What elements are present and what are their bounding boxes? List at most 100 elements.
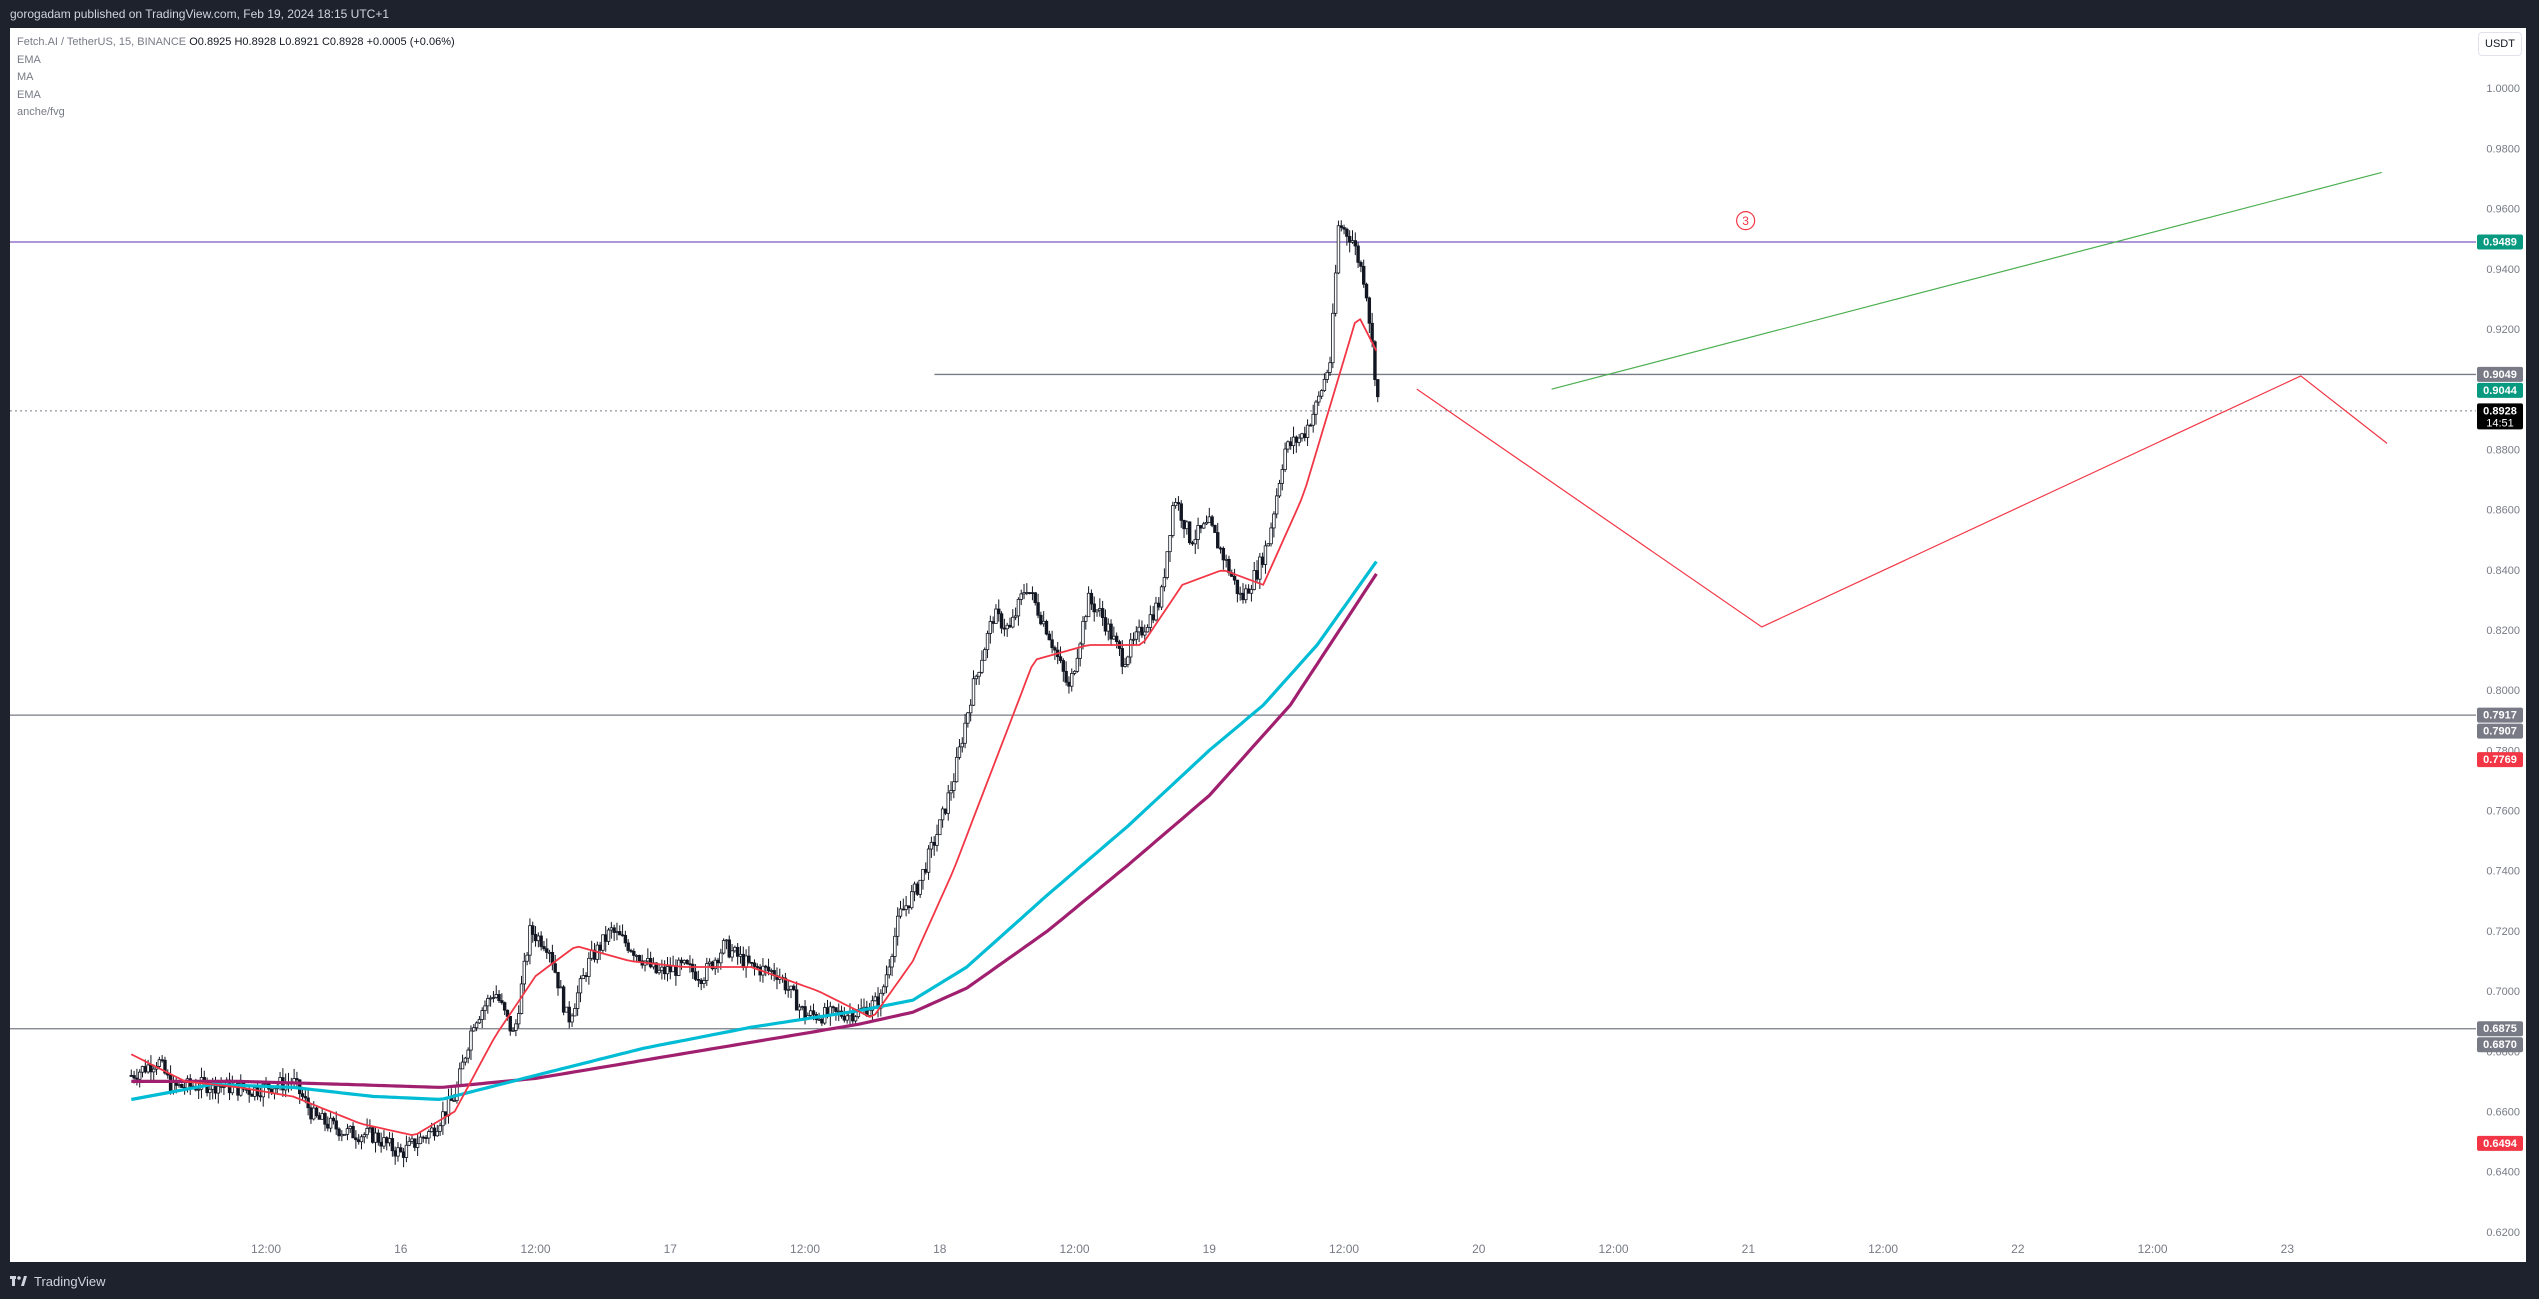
candle-body bbox=[337, 1128, 341, 1137]
candle-body bbox=[547, 951, 552, 954]
candle-body bbox=[1114, 635, 1119, 643]
candle-body bbox=[1162, 577, 1167, 588]
x-tick-label: 19 bbox=[1203, 1242, 1217, 1256]
candle-body bbox=[418, 1136, 423, 1145]
candle-body bbox=[264, 1083, 268, 1086]
candle-body bbox=[985, 633, 990, 651]
candle-body bbox=[660, 966, 664, 971]
candle-body bbox=[1140, 626, 1144, 636]
candle-body bbox=[1109, 623, 1113, 640]
candle-body bbox=[1168, 535, 1172, 553]
price-badge-label: 0.9489 bbox=[2483, 236, 2517, 248]
indicator-ma[interactable]: MA bbox=[17, 71, 34, 83]
candle-body bbox=[1252, 570, 1256, 590]
candle-body bbox=[545, 948, 549, 953]
candle-body bbox=[480, 1010, 484, 1020]
candle-body bbox=[662, 966, 667, 975]
candle-body bbox=[354, 1137, 358, 1141]
candle-body bbox=[351, 1125, 355, 1139]
indicator-ema-1[interactable]: EMA bbox=[17, 53, 41, 66]
candle-body bbox=[1185, 521, 1189, 530]
candle-body bbox=[143, 1066, 148, 1073]
candle-body bbox=[1143, 631, 1147, 636]
x-tick-label: 12:00 bbox=[1329, 1242, 1359, 1256]
candle-body bbox=[1081, 620, 1085, 645]
candle-body bbox=[1100, 608, 1105, 618]
candle-body bbox=[146, 1064, 150, 1073]
candle-body bbox=[303, 1096, 308, 1099]
candle-body bbox=[429, 1127, 434, 1132]
candle-body bbox=[1272, 513, 1276, 529]
footer-brand[interactable]: TradingView bbox=[10, 1274, 106, 1289]
candle-body bbox=[997, 608, 1001, 615]
candle-body bbox=[1342, 227, 1346, 230]
y-tick-label: 0.8400 bbox=[2486, 565, 2520, 577]
candle-body bbox=[1070, 673, 1074, 687]
candle-body bbox=[157, 1059, 162, 1067]
candle-body bbox=[803, 1006, 807, 1020]
candle-body bbox=[326, 1123, 330, 1129]
candle-body bbox=[1129, 639, 1133, 658]
candle-body bbox=[1266, 543, 1270, 547]
candle-body bbox=[258, 1095, 263, 1098]
candle-body bbox=[216, 1085, 221, 1094]
candle-body bbox=[1064, 670, 1068, 683]
candle-body bbox=[1221, 547, 1226, 561]
currency-button[interactable]: USDT bbox=[2478, 32, 2522, 56]
candle-body bbox=[1213, 524, 1217, 533]
candle-body bbox=[488, 997, 493, 1000]
candle-body bbox=[615, 931, 619, 933]
chart-panel[interactable] bbox=[10, 28, 2526, 1262]
x-tick-label: 16 bbox=[394, 1242, 408, 1256]
candle-body bbox=[794, 989, 799, 1011]
y-tick-label: 0.9800 bbox=[2486, 143, 2520, 155]
candle-body bbox=[132, 1075, 136, 1079]
tradingview-logo-icon bbox=[10, 1276, 27, 1286]
candle-body bbox=[685, 959, 689, 965]
candle-body bbox=[138, 1071, 142, 1080]
candle-body bbox=[977, 671, 981, 677]
candle-body bbox=[1095, 609, 1099, 613]
candle-body bbox=[1277, 482, 1282, 497]
candle-body bbox=[954, 756, 959, 783]
candle-body bbox=[929, 841, 934, 850]
candle-body bbox=[735, 946, 740, 957]
candle-body bbox=[1322, 378, 1327, 391]
candle-body bbox=[1333, 272, 1338, 314]
indicator-ema-2[interactable]: EMA bbox=[17, 88, 41, 101]
legend-symbol-row: Fetch.AI / TetherUS, 15, BINANCE O0.8925… bbox=[17, 34, 455, 52]
candle-body bbox=[966, 712, 970, 724]
candle-body bbox=[356, 1139, 361, 1143]
candle-body bbox=[463, 1057, 468, 1063]
candle-body bbox=[1039, 614, 1043, 625]
candle-body bbox=[421, 1136, 425, 1139]
candle-body bbox=[570, 1015, 574, 1023]
indicator-fvg[interactable]: anche/fvg bbox=[17, 106, 65, 118]
y-tick-label: 0.8200 bbox=[2486, 625, 2520, 637]
candle-body bbox=[1362, 265, 1366, 285]
candle-body bbox=[867, 1009, 872, 1017]
candle-body bbox=[1347, 235, 1352, 243]
candle-body bbox=[345, 1128, 350, 1135]
price-badge bbox=[2477, 366, 2523, 382]
candle-body bbox=[474, 1022, 479, 1029]
candle-body bbox=[707, 961, 712, 965]
price-badge bbox=[2477, 723, 2523, 739]
x-tick-label: 12:00 bbox=[1868, 1242, 1898, 1256]
candle-body bbox=[581, 975, 585, 980]
projection-red-path bbox=[1416, 375, 2388, 628]
symbol-label[interactable]: Fetch.AI / TetherUS, 15, BINANCE bbox=[17, 36, 187, 48]
candle-body bbox=[514, 1023, 518, 1031]
candle-body bbox=[1196, 525, 1200, 540]
candle-body bbox=[1314, 401, 1318, 415]
candle-body bbox=[750, 961, 754, 964]
candle-body bbox=[671, 965, 675, 973]
candle-body bbox=[410, 1138, 414, 1142]
candle-body bbox=[542, 946, 546, 950]
candle-body bbox=[620, 934, 625, 937]
candle-body bbox=[1086, 592, 1091, 618]
candle-body bbox=[250, 1094, 254, 1097]
candle-body bbox=[1283, 448, 1287, 470]
candle-body bbox=[340, 1133, 344, 1137]
